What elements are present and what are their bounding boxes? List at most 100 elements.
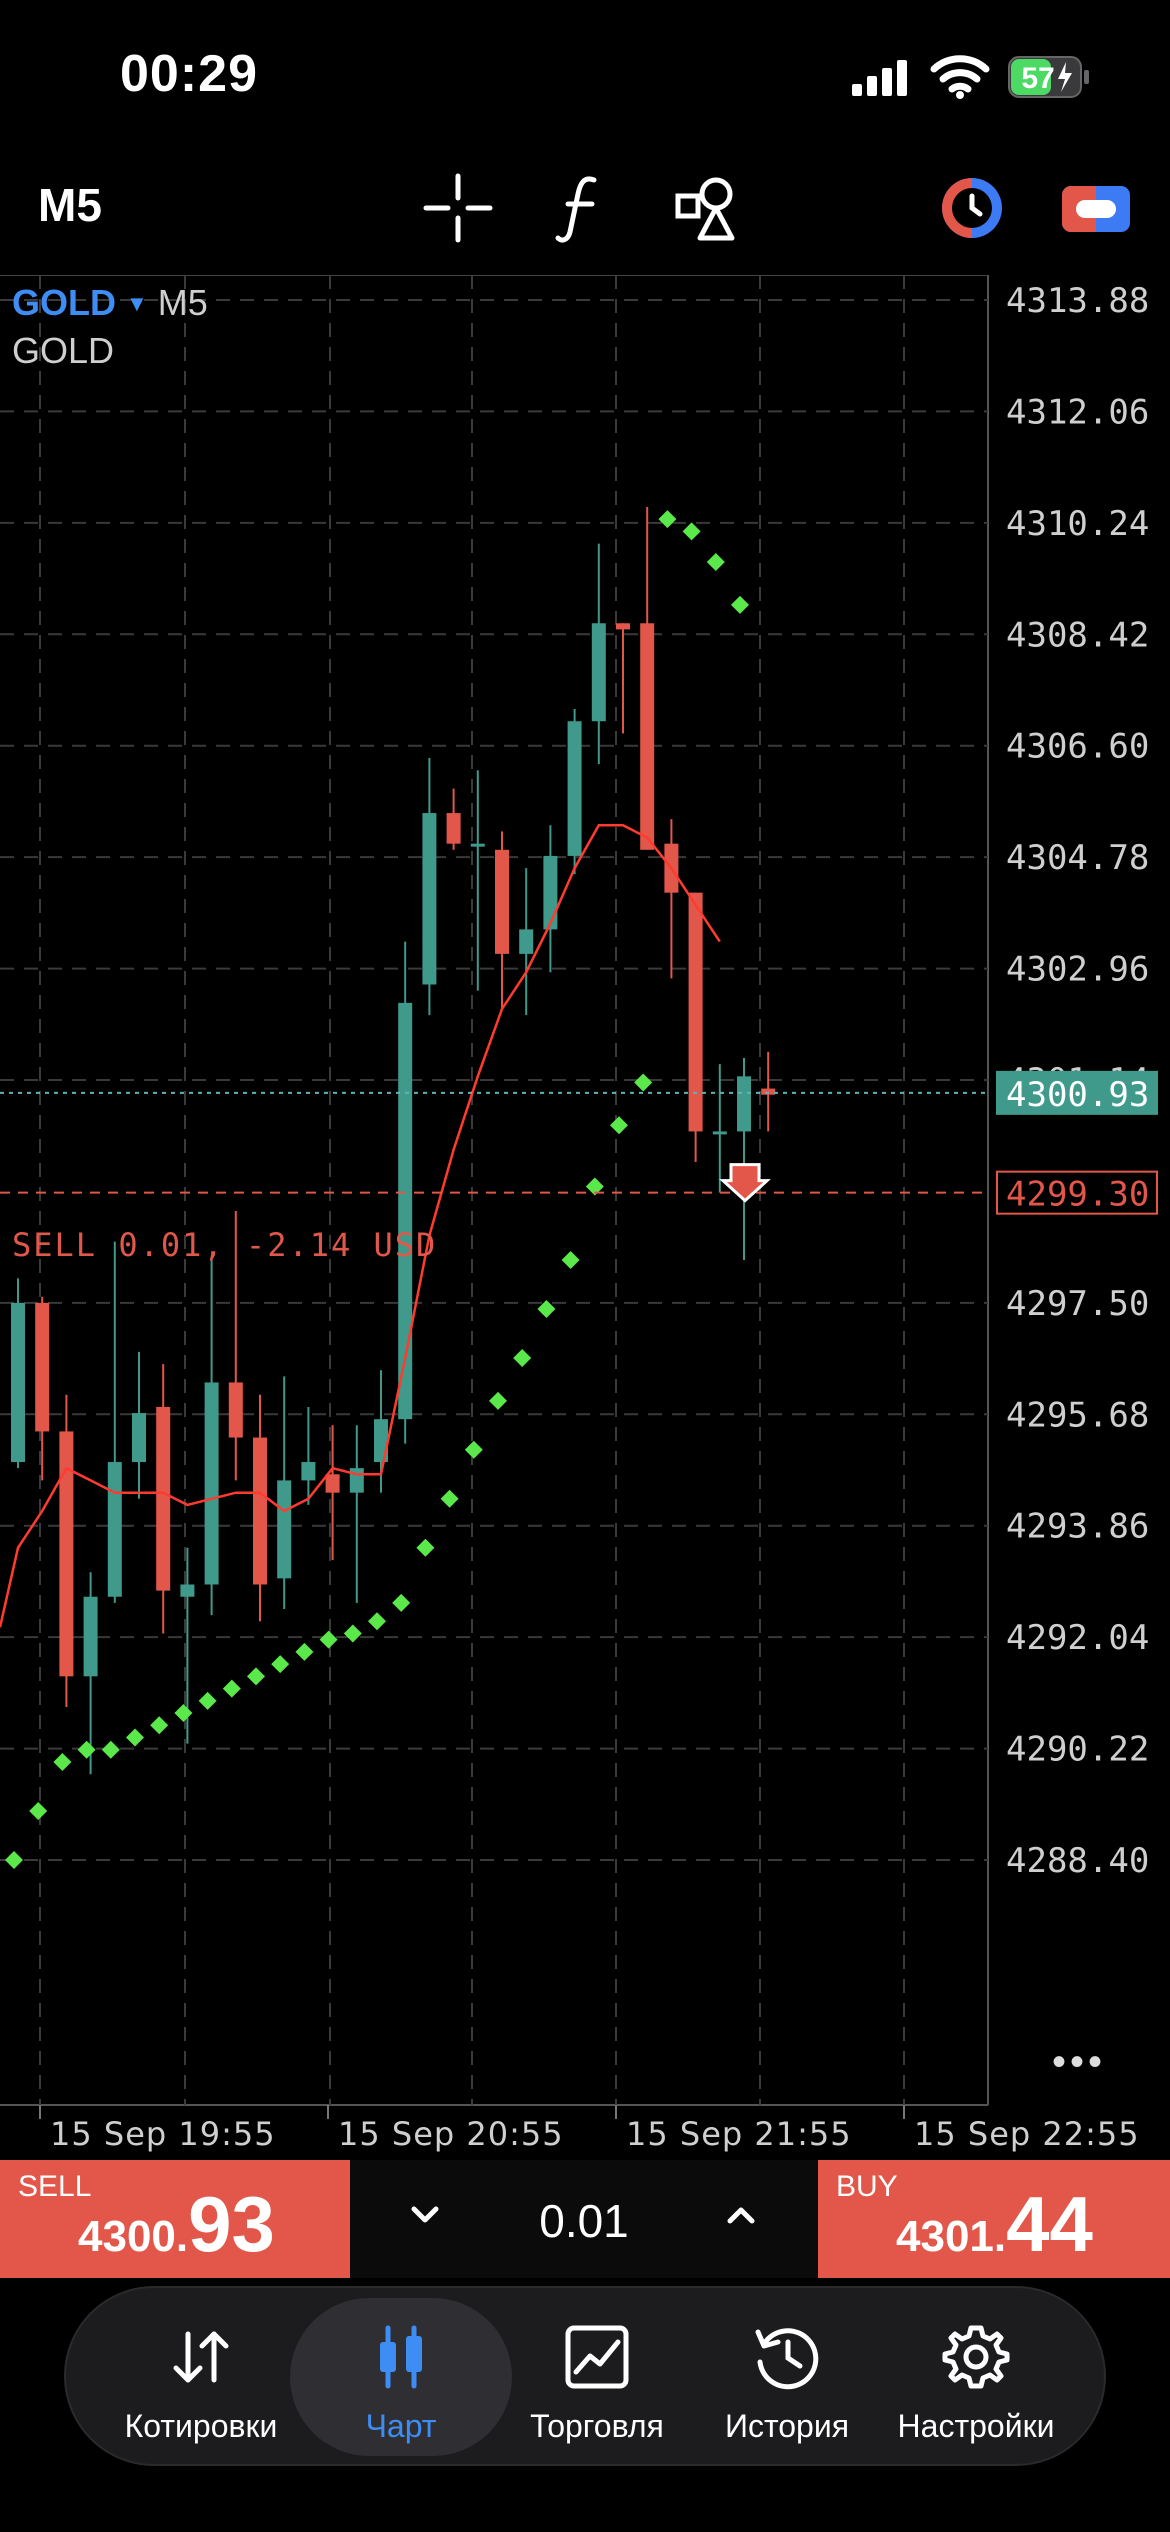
tab-trade[interactable]: Торговля [502,2288,692,2468]
settings-icon [942,2325,1010,2389]
sar-dot [731,595,749,614]
cellular-signal-icon [852,60,907,96]
price-axis-label: 4290.22 [1006,1730,1149,1770]
candle-body [543,855,558,930]
symbol-dropdown-icon[interactable]: ▼ [126,291,148,316]
tab-chart[interactable]: Чарт [306,2288,496,2468]
function-icon[interactable] [544,170,620,246]
order-price-label: 4299.30 [1006,1175,1149,1215]
candle-body [325,1474,340,1493]
candle-body [228,1382,243,1438]
sar-dot [319,1630,338,1649]
battery-level: 57 [1021,62,1054,95]
candle-body [640,623,655,850]
lot-size-value[interactable]: 0.01 [539,2195,629,2247]
candle-body [277,1480,292,1579]
symbol-timeframe: M5 [157,282,208,323]
sar-dot [368,1612,386,1631]
sar-dot [343,1624,362,1643]
time-axis-label: 15 Sep 21:55 [626,2115,852,2153]
sar-dot [222,1679,241,1698]
buy-price-pips: 44 [1006,2180,1093,2268]
moving-average-line [0,824,721,1628]
lot-decrease-icon[interactable] [400,2190,450,2240]
sar-dot [682,522,701,541]
time-axis-label: 15 Sep 19:55 [50,2115,276,2153]
sar-dot [29,1802,48,1821]
candle-body [761,1088,776,1095]
symbol-description: GOLD [12,330,115,371]
sell-button[interactable]: SELL 4300.93 [0,2160,350,2278]
objects-icon[interactable] [670,170,746,246]
sar-dot [271,1655,290,1674]
sar-dot [610,1116,628,1135]
sell-arrow-marker [719,1163,771,1203]
candle-body [591,623,606,722]
candle-body [688,892,703,1132]
price-axis-label: 4310.24 [1006,504,1149,544]
tab-trade-label: Торговля [530,2408,664,2444]
sell-label: SELL [18,2170,92,2203]
tab-history[interactable]: История [692,2288,882,2468]
sar-dot [392,1593,411,1612]
sar-dot [561,1251,580,1269]
price-axis-label: 4297.50 [1006,1284,1149,1324]
symbol-name[interactable]: GOLD [12,282,116,323]
chart-symbol-header[interactable]: GOLD ▼ M5 [12,282,208,324]
bid-price-label: 4300.93 [1006,1075,1149,1115]
candle-body [567,721,582,856]
candle-body [253,1437,267,1585]
lot-increase-icon[interactable] [716,2190,766,2240]
tab-quotes[interactable]: Котировки [106,2288,296,2468]
sell-price-pips: 93 [188,2180,275,2268]
sar-dot [5,1851,23,1869]
buy-label: BUY [836,2170,898,2203]
status-time: 00:29 [120,45,258,103]
candle-body [712,1131,727,1135]
sar-dot [513,1348,532,1367]
tab-chart-label: Чарт [365,2408,437,2444]
candle-body [519,929,534,954]
bottom-navigation: Котировки Чарт Торговля История [64,2286,1106,2466]
candle-body [470,843,485,847]
trade-icon [565,2325,629,2389]
candle-body [301,1462,316,1481]
candle-body [35,1302,50,1432]
sar-dot [416,1538,435,1557]
account-toggle-icon[interactable] [1058,170,1134,246]
lot-selector: 0.01 [350,2160,818,2278]
buy-button[interactable]: BUY 4301.44 [818,2160,1170,2278]
wifi-icon [930,55,990,99]
price-chart[interactable]: 4313.88 4312.06 4310.24 4308.42 4306.60 4304.… [0,275,1170,2165]
time-axis-label: 15 Sep 22:55 [914,2115,1140,2153]
candle-body [446,813,461,844]
sar-dot [77,1740,96,1759]
open-order-label[interactable]: SELL 0.01, -2.14 USD [12,1226,438,1264]
sell-price-main: 4300. [78,2212,189,2261]
sar-dot [440,1489,459,1508]
sar-dot [537,1299,556,1318]
tab-settings[interactable]: Настройки [876,2288,1076,2468]
tab-quotes-label: Котировки [124,2408,278,2444]
order-price-tag [996,1170,1158,1215]
candle-body [11,1302,25,1463]
price-axis-label: 4308.42 [1006,615,1149,655]
candle-body [180,1584,195,1597]
time-axis-label: 15 Sep 20:55 [338,2115,564,2153]
more-options-icon[interactable]: ••• [1052,2040,1107,2084]
price-axis-label: 4288.40 [1006,1841,1149,1881]
price-axis-label: 4292.04 [1006,1618,1149,1658]
buy-price-main: 4301. [896,2212,1007,2261]
sar-dot [295,1642,314,1661]
sar-dot [658,510,677,529]
sar-dot [150,1716,169,1735]
sar-dot [126,1728,144,1747]
price-axis-label: 4306.60 [1006,727,1149,767]
timeframe-selector[interactable]: M5 [38,179,102,231]
crosshair-icon[interactable] [420,170,496,246]
one-click-trading-icon[interactable] [934,170,1010,246]
candle-body [132,1413,146,1463]
sar-dot [706,553,725,572]
active-tab-highlight [290,2298,512,2456]
sar-dot [489,1391,507,1410]
